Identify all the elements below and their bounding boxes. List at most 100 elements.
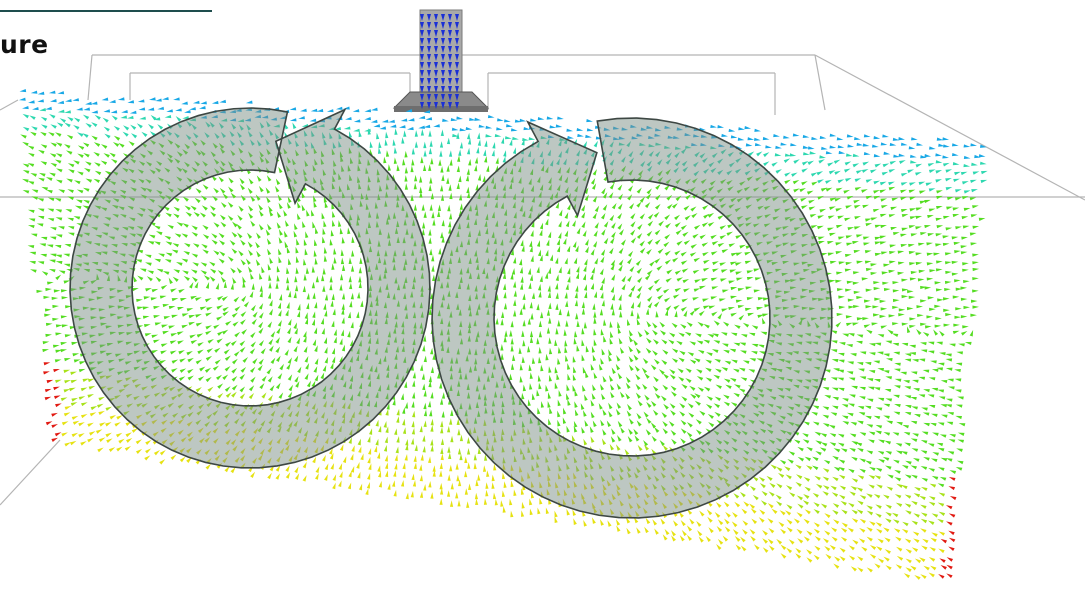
velocity-vector bbox=[466, 186, 470, 194]
velocity-vector bbox=[459, 128, 467, 132]
velocity-vector bbox=[651, 350, 658, 356]
velocity-vector bbox=[839, 556, 846, 562]
velocity-vector bbox=[679, 535, 685, 542]
velocity-vector bbox=[538, 283, 542, 291]
velocity-vector bbox=[779, 510, 786, 516]
velocity-vector bbox=[572, 384, 576, 392]
velocity-vector bbox=[711, 286, 719, 290]
velocity-vector bbox=[956, 351, 964, 355]
velocity-vector bbox=[637, 400, 643, 407]
velocity-vector bbox=[951, 143, 959, 147]
velocity-vector bbox=[147, 107, 155, 111]
velocity-vector bbox=[671, 530, 676, 537]
velocity-vector bbox=[909, 317, 916, 321]
velocity-vector bbox=[900, 371, 907, 375]
velocity-vector bbox=[350, 265, 355, 272]
velocity-vector bbox=[670, 391, 677, 397]
velocity-vector bbox=[332, 482, 336, 490]
velocity-vector bbox=[886, 486, 893, 491]
velocity-vector bbox=[395, 446, 399, 454]
velocity-vector bbox=[213, 222, 220, 228]
velocity-vector bbox=[945, 404, 953, 408]
velocity-vector bbox=[840, 527, 848, 533]
velocity-vector bbox=[949, 470, 957, 474]
velocity-vector bbox=[817, 179, 824, 184]
velocity-vector bbox=[55, 142, 63, 147]
velocity-vector bbox=[581, 354, 585, 362]
velocity-vector bbox=[240, 311, 247, 317]
velocity-vector bbox=[420, 54, 424, 61]
velocity-vector bbox=[590, 436, 595, 443]
velocity-vector bbox=[387, 164, 391, 171]
velocity-vector bbox=[816, 171, 824, 176]
velocity-vector bbox=[590, 363, 595, 371]
velocity-vector bbox=[519, 308, 523, 315]
velocity-vector bbox=[885, 504, 892, 509]
velocity-vector bbox=[170, 454, 177, 461]
velocity-vector bbox=[100, 160, 108, 166]
velocity-vector bbox=[603, 335, 607, 343]
velocity-vector bbox=[799, 187, 806, 193]
velocity-vector bbox=[955, 287, 963, 291]
velocity-vector bbox=[384, 462, 389, 470]
velocity-vector bbox=[423, 335, 427, 342]
velocity-vector bbox=[877, 538, 884, 544]
velocity-vector bbox=[329, 275, 333, 283]
velocity-vector bbox=[239, 346, 246, 353]
velocity-vector bbox=[392, 480, 396, 487]
velocity-vector bbox=[530, 230, 534, 237]
velocity-vector bbox=[297, 303, 301, 311]
velocity-vector bbox=[306, 302, 310, 310]
velocity-vector bbox=[686, 431, 693, 438]
velocity-vector bbox=[330, 229, 334, 237]
velocity-vector bbox=[276, 222, 281, 229]
velocity-vector bbox=[430, 157, 434, 165]
velocity-vector bbox=[258, 204, 264, 211]
velocity-vector bbox=[527, 399, 531, 406]
velocity-vector bbox=[437, 204, 442, 212]
velocity-vector bbox=[733, 392, 740, 398]
velocity-vector bbox=[434, 78, 438, 85]
velocity-vector bbox=[200, 101, 207, 105]
velocity-vector bbox=[892, 432, 900, 436]
velocity-vector bbox=[847, 527, 854, 533]
velocity-vector bbox=[438, 247, 442, 255]
velocity-vector bbox=[940, 457, 948, 462]
velocity-vector bbox=[165, 241, 173, 246]
velocity-vector bbox=[394, 428, 398, 435]
velocity-vector bbox=[201, 243, 208, 249]
velocity-vector bbox=[893, 351, 900, 355]
velocity-vector bbox=[55, 260, 63, 265]
velocity-vector bbox=[440, 453, 444, 461]
velocity-vector bbox=[637, 444, 643, 452]
velocity-vector bbox=[434, 70, 438, 77]
velocity-vector bbox=[161, 324, 169, 328]
velocity-vector bbox=[918, 376, 926, 380]
velocity-vector bbox=[573, 425, 578, 433]
velocity-vector bbox=[305, 267, 310, 274]
velocity-vector bbox=[385, 131, 389, 139]
velocity-vector bbox=[937, 362, 945, 366]
velocity-vector bbox=[44, 313, 51, 317]
velocity-vector bbox=[222, 193, 229, 200]
velocity-vector bbox=[728, 243, 736, 248]
velocity-vector bbox=[278, 309, 282, 317]
velocity-vector bbox=[398, 125, 406, 129]
velocity-vector bbox=[250, 195, 256, 202]
velocity-vector bbox=[250, 376, 256, 383]
velocity-vector bbox=[952, 330, 960, 335]
velocity-vector bbox=[195, 322, 203, 327]
velocity-vector bbox=[301, 191, 306, 199]
velocity-vector bbox=[394, 462, 398, 470]
velocity-vector bbox=[963, 163, 971, 168]
velocity-vector bbox=[887, 474, 894, 479]
velocity-vector bbox=[581, 339, 585, 347]
velocity-vector bbox=[646, 320, 652, 328]
velocity-vector bbox=[813, 528, 820, 534]
velocity-vector bbox=[744, 251, 752, 256]
velocity-vector bbox=[871, 322, 879, 326]
velocity-vector bbox=[715, 384, 722, 390]
velocity-vector bbox=[268, 274, 272, 281]
velocity-vector bbox=[396, 164, 400, 172]
velocity-vector bbox=[946, 521, 953, 526]
